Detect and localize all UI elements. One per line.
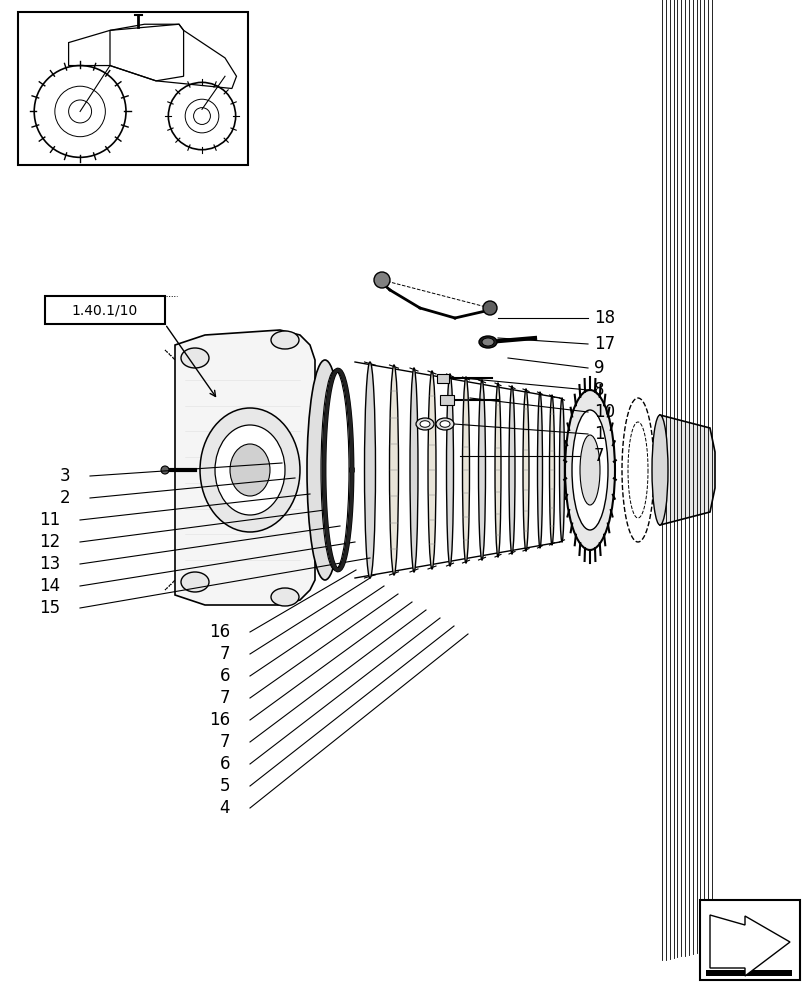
Ellipse shape [307, 360, 342, 580]
Ellipse shape [410, 368, 418, 572]
Text: 1.40.1/10: 1.40.1/10 [72, 303, 138, 317]
Ellipse shape [181, 348, 208, 368]
Ellipse shape [478, 336, 496, 348]
Text: 1: 1 [594, 425, 604, 443]
Bar [45, 296, 165, 324]
Ellipse shape [215, 425, 285, 515]
Ellipse shape [271, 588, 298, 606]
Text: 5: 5 [219, 777, 230, 795]
Text: 12: 12 [39, 533, 60, 551]
Text: 16: 16 [208, 623, 230, 641]
Text: 4: 4 [219, 799, 230, 817]
Text: 9: 9 [594, 359, 603, 377]
Ellipse shape [419, 421, 430, 427]
Text: 6: 6 [219, 667, 230, 685]
Text: 17: 17 [594, 335, 615, 353]
Text: 7: 7 [594, 447, 603, 465]
Text: 3: 3 [59, 467, 70, 485]
Text: 6: 6 [219, 755, 230, 773]
Bar [18, 12, 247, 165]
Text: 15: 15 [39, 599, 60, 617]
Polygon shape [659, 415, 714, 525]
Bar [440, 395, 453, 405]
Ellipse shape [200, 408, 299, 532]
Ellipse shape [651, 415, 667, 525]
Text: 14: 14 [39, 577, 60, 595]
Ellipse shape [482, 338, 493, 346]
Text: 2: 2 [59, 489, 70, 507]
Polygon shape [175, 330, 315, 605]
Ellipse shape [440, 421, 449, 427]
Ellipse shape [537, 392, 542, 548]
Ellipse shape [436, 418, 453, 430]
Text: 10: 10 [594, 403, 615, 421]
Bar [436, 374, 448, 383]
Ellipse shape [478, 380, 485, 560]
Text: 18: 18 [594, 309, 615, 327]
Ellipse shape [564, 390, 614, 550]
Ellipse shape [364, 362, 375, 578]
Text: 13: 13 [39, 555, 60, 573]
Text: 16: 16 [208, 711, 230, 729]
Ellipse shape [320, 370, 349, 570]
Circle shape [483, 301, 496, 315]
Ellipse shape [271, 331, 298, 349]
Ellipse shape [522, 389, 528, 551]
Ellipse shape [230, 444, 270, 496]
Text: 7: 7 [219, 689, 230, 707]
Ellipse shape [446, 374, 453, 566]
Text: 7: 7 [219, 733, 230, 751]
Ellipse shape [462, 377, 469, 563]
Ellipse shape [495, 383, 500, 557]
Ellipse shape [427, 371, 436, 569]
Text: 8: 8 [594, 381, 603, 399]
Ellipse shape [389, 365, 398, 575]
Text: 7: 7 [219, 645, 230, 663]
Circle shape [161, 466, 169, 474]
Ellipse shape [415, 418, 433, 430]
Ellipse shape [571, 410, 607, 530]
Polygon shape [709, 915, 789, 976]
Ellipse shape [508, 386, 514, 554]
Ellipse shape [181, 572, 208, 592]
Bar [699, 900, 799, 980]
Text: 11: 11 [39, 511, 60, 529]
Ellipse shape [579, 435, 599, 505]
Polygon shape [705, 970, 791, 976]
Circle shape [374, 272, 389, 288]
Ellipse shape [559, 398, 564, 542]
Ellipse shape [549, 395, 554, 545]
